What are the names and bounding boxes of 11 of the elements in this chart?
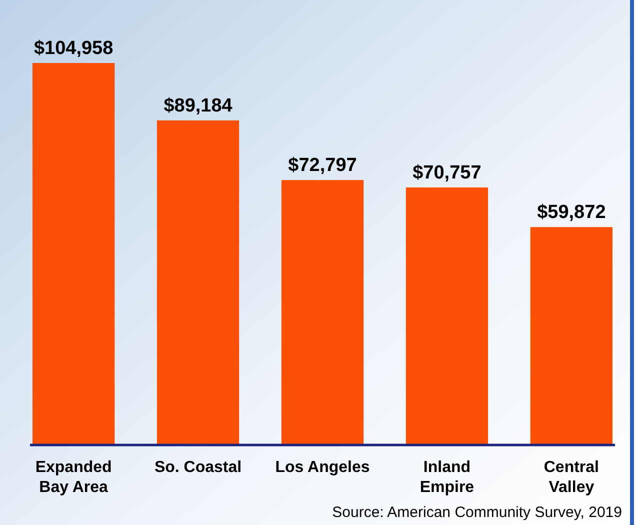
source-note: Source: American Community Survey, 2019	[332, 504, 622, 521]
x-tick-label: Expanded Bay Area	[35, 459, 112, 496]
x-tick-label: Central Valley	[544, 459, 599, 496]
data-label: $70,757	[412, 162, 482, 184]
data-label: $59,872	[537, 202, 606, 224]
data-label: $72,797	[288, 155, 357, 176]
x-tick-label: Los Angeles	[275, 459, 370, 476]
x-tick-label: Inland Empire	[420, 459, 474, 496]
data-label: $89,184	[164, 95, 233, 116]
data-label: $104,958	[34, 38, 114, 59]
x-tick-label: So. Coastal	[154, 459, 242, 476]
